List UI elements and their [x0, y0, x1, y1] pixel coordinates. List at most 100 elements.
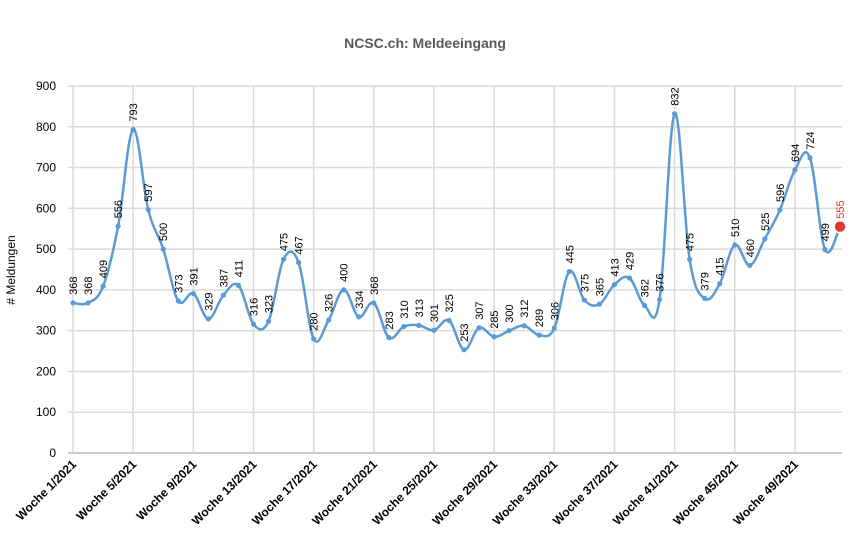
y-tick-labels: 0 100 200 300 400 500 600 700 800 900 [36, 79, 56, 460]
data-label: 467 [294, 236, 306, 254]
data-label: 525 [760, 213, 772, 231]
data-label: 334 [354, 290, 366, 308]
data-point [311, 336, 317, 342]
data-point [341, 287, 347, 293]
data-label: 316 [249, 298, 261, 316]
data-label: 793 [128, 103, 140, 121]
data-point [581, 297, 587, 303]
data-point [777, 207, 783, 213]
data-label: 307 [474, 301, 486, 319]
data-label: 379 [700, 272, 712, 290]
data-label: 475 [685, 233, 697, 251]
data-point [386, 334, 392, 341]
highlight-data-label: 555 [835, 200, 847, 218]
data-label: 409 [98, 260, 110, 278]
data-label: 694 [790, 144, 802, 162]
data-point [115, 223, 121, 229]
data-point [356, 314, 362, 320]
data-label: 323 [264, 295, 276, 313]
data-label: 368 [68, 277, 80, 295]
data-point [626, 275, 633, 281]
highlight-marker [833, 219, 847, 234]
data-label: 411 [233, 260, 245, 278]
data-point [596, 301, 603, 307]
data-point [656, 297, 663, 303]
x-gridlines [72, 86, 796, 453]
data-point [506, 328, 512, 334]
data-label: 556 [113, 200, 125, 218]
data-label: 300 [504, 304, 516, 322]
y-tick-label: 600 [36, 201, 56, 215]
data-markers [70, 111, 847, 353]
data-point [762, 236, 768, 242]
data-point [416, 322, 422, 328]
data-point [672, 111, 678, 117]
data-point [566, 268, 572, 275]
data-point [326, 317, 332, 323]
data-label: 280 [309, 312, 321, 330]
data-point [265, 318, 272, 324]
data-label: 310 [399, 300, 411, 318]
data-label: 400 [339, 264, 351, 282]
data-point [145, 206, 151, 213]
data-label: 500 [158, 223, 170, 241]
data-label: 306 [549, 302, 561, 320]
data-point [371, 300, 377, 306]
data-label: 415 [715, 257, 727, 275]
data-point [190, 290, 196, 297]
y-tick-label: 100 [36, 405, 56, 419]
data-point [521, 323, 527, 329]
data-point [160, 246, 166, 252]
data-point [85, 300, 91, 306]
data-point [536, 332, 542, 338]
data-label: 597 [143, 183, 155, 201]
data-label: 325 [444, 294, 456, 312]
y-axis-label: # Meldungen [4, 235, 18, 304]
data-label: 499 [820, 223, 832, 241]
data-point [702, 295, 708, 302]
data-point [551, 325, 557, 331]
y-tick-label: 900 [36, 79, 56, 93]
data-label: 362 [640, 279, 652, 297]
data-point [401, 323, 407, 330]
y-tick-label: 200 [36, 364, 56, 378]
data-label: 445 [564, 245, 576, 263]
data-point [732, 242, 738, 248]
data-point [807, 155, 813, 161]
data-point [431, 327, 437, 333]
data-point [220, 292, 226, 298]
data-point [641, 302, 648, 308]
data-label: 724 [805, 131, 817, 149]
data-label: 475 [279, 233, 291, 251]
chart-title: NCSC.ch: Meldeeingang [344, 35, 506, 51]
data-label: 329 [203, 292, 215, 310]
data-point [70, 300, 76, 306]
data-label: 429 [625, 252, 637, 270]
data-point [687, 256, 693, 262]
data-label: 413 [609, 258, 621, 276]
data-point [446, 317, 452, 324]
data-point [611, 281, 618, 288]
data-label: 387 [218, 269, 230, 287]
y-gridlines [68, 85, 842, 454]
data-point [175, 298, 181, 304]
y-tick-label: 300 [36, 324, 56, 338]
data-label: 283 [384, 311, 396, 329]
data-point [792, 167, 798, 173]
y-tick-label: 0 [49, 446, 56, 460]
data-point [747, 262, 753, 269]
data-point [476, 325, 482, 331]
data-label: 365 [594, 278, 606, 296]
data-point [296, 259, 302, 266]
data-label: 301 [429, 304, 441, 322]
data-point [280, 256, 287, 262]
data-point [461, 347, 467, 353]
data-label: 253 [459, 323, 471, 341]
data-point [717, 281, 723, 287]
data-label: 312 [519, 299, 531, 317]
data-label: 285 [489, 310, 501, 328]
data-label: 832 [670, 87, 682, 105]
data-point [491, 334, 497, 340]
